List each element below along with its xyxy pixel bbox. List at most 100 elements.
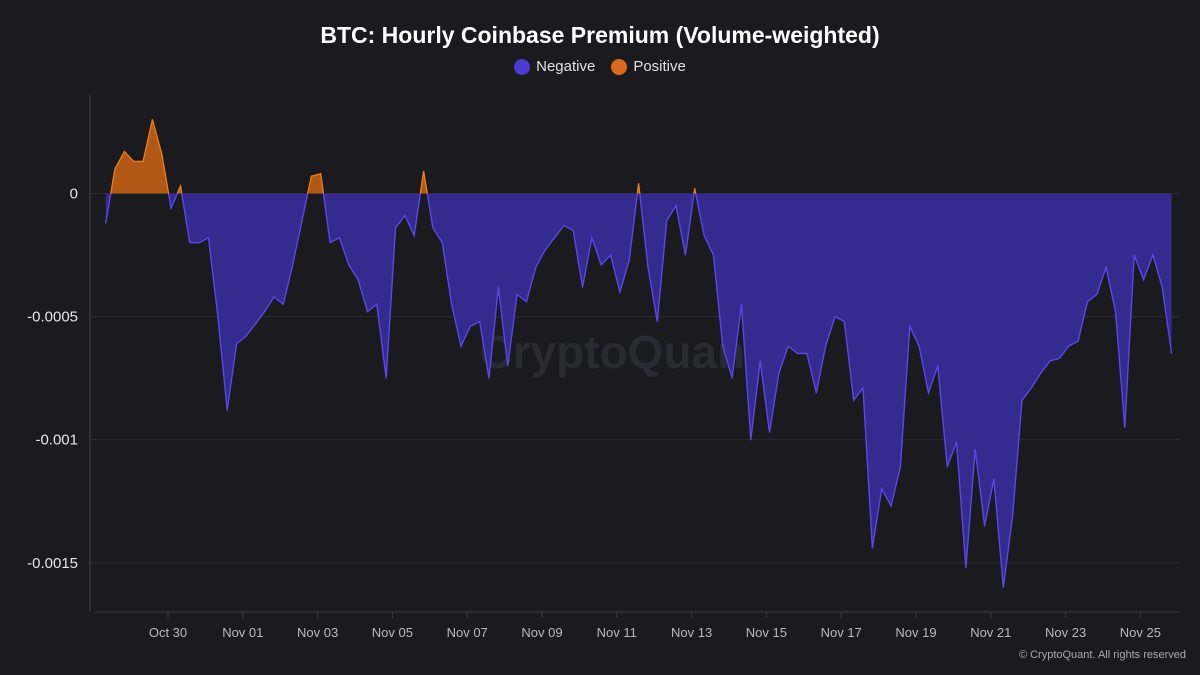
legend-item-positive[interactable]: Positive	[611, 58, 686, 75]
data-point	[862, 387, 864, 389]
data-point	[740, 303, 743, 305]
data-point	[759, 360, 761, 362]
data-point	[1002, 586, 1004, 588]
data-point	[600, 264, 602, 266]
data-point	[497, 286, 499, 288]
y-tick-label: -0.0015	[27, 555, 78, 572]
data-point	[628, 259, 630, 261]
data-point	[918, 345, 920, 347]
data-point	[1058, 357, 1060, 360]
data-point	[909, 325, 911, 328]
data-point	[432, 227, 434, 229]
data-point	[955, 441, 958, 443]
data-point	[348, 264, 350, 266]
data-point	[1124, 426, 1126, 428]
watermark: CryptoQuant	[479, 326, 760, 378]
x-tick-label: Nov 07	[447, 625, 488, 640]
data-point	[1030, 387, 1032, 389]
data-point	[544, 249, 546, 251]
x-axis: Oct 30 Nov 01 Nov 03 Nov 05 Nov 07 Nov 09 Nov …	[95, 611, 1180, 640]
data-point	[778, 372, 780, 374]
data-point	[488, 377, 490, 379]
data-point	[591, 237, 593, 239]
data-point	[310, 175, 312, 177]
data-point	[899, 466, 902, 468]
data-point	[937, 365, 939, 367]
legend-label-negative: Negative	[536, 58, 596, 75]
data-point	[946, 466, 948, 468]
data-point	[357, 279, 359, 281]
data-point	[105, 222, 107, 224]
data-point	[619, 291, 621, 293]
x-tick-label: Oct 30	[149, 625, 187, 640]
data-point	[441, 242, 443, 244]
data-point	[1068, 345, 1070, 347]
data-point	[666, 219, 668, 222]
chart-title: BTC: Hourly Coinbase Premium (Volume-wei…	[320, 22, 880, 48]
data-point	[226, 409, 228, 411]
data-point	[675, 205, 677, 207]
data-point	[1040, 372, 1042, 374]
data-point	[179, 185, 182, 187]
data-point	[114, 168, 116, 170]
y-tick-label: -0.001	[35, 432, 78, 449]
data-point	[993, 478, 995, 480]
data-point	[301, 219, 303, 222]
data-point	[890, 505, 892, 507]
data-point	[1133, 254, 1135, 256]
data-point	[207, 237, 210, 239]
data-point	[731, 377, 733, 379]
data-point	[198, 242, 200, 244]
data-point	[703, 234, 705, 236]
data-point	[834, 315, 836, 318]
data-point	[189, 242, 191, 244]
data-point	[806, 352, 808, 355]
data-point	[1049, 360, 1051, 362]
data-point	[123, 151, 125, 153]
data-point	[983, 525, 986, 527]
data-point	[768, 431, 771, 433]
data-point	[245, 335, 247, 337]
data-point	[694, 187, 696, 190]
data-point	[1114, 311, 1117, 313]
data-point	[161, 153, 163, 155]
legend-dot-negative-icon	[514, 58, 531, 75]
data-point	[404, 215, 406, 217]
legend-item-negative[interactable]: Negative	[514, 58, 595, 75]
x-tick-label: Nov 03	[297, 625, 338, 640]
data-point	[1161, 286, 1163, 288]
y-axis: 0 -0.0005 -0.001 -0.0015	[27, 95, 91, 612]
data-point	[656, 320, 658, 323]
data-point	[1105, 266, 1107, 268]
data-point	[853, 399, 855, 401]
legend-label-positive: Positive	[633, 58, 686, 75]
data-point	[151, 119, 154, 121]
data-point	[684, 254, 686, 256]
data-point	[1152, 254, 1154, 256]
x-tick-label: Nov 21	[970, 625, 1011, 640]
data-point	[825, 345, 827, 347]
data-point	[329, 242, 331, 244]
data-point	[815, 392, 817, 394]
x-tick-label: Nov 11	[597, 625, 637, 640]
data-point	[927, 392, 930, 394]
data-point	[572, 229, 574, 232]
x-tick-label: Nov 23	[1045, 625, 1086, 640]
data-point	[413, 234, 415, 236]
data-point	[965, 567, 967, 569]
data-point	[1142, 279, 1145, 281]
data-point	[609, 254, 612, 256]
x-tick-label: Nov 19	[895, 625, 936, 640]
data-point	[638, 183, 640, 185]
data-point	[722, 345, 724, 347]
data-point	[394, 227, 397, 229]
data-point	[1086, 301, 1089, 303]
data-point	[974, 448, 976, 451]
x-tick-label: Nov 15	[746, 625, 787, 640]
data-point	[451, 303, 453, 305]
data-point	[376, 303, 378, 305]
data-point	[422, 170, 425, 172]
data-point	[235, 343, 238, 345]
x-tick-label: Nov 25	[1120, 625, 1161, 640]
